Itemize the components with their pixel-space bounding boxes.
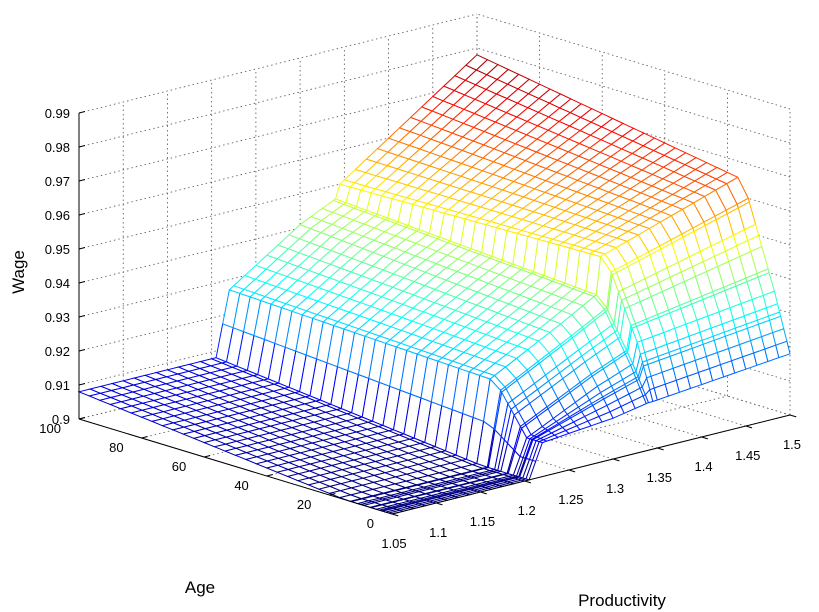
z-tick-mark [78,111,86,114]
side-wall-grid-line [476,319,791,416]
y-tick-mark [266,474,273,477]
x-tick-label: 1.3 [606,481,624,496]
x-tick-mark [436,502,443,506]
y-tick-label: 100 [39,421,61,436]
back-wall-grid-line [78,217,478,318]
z-tick-label: 0.99 [45,106,70,121]
x-tick-label: 1.15 [470,514,495,529]
x-tick-mark [391,513,399,517]
x-tick-mark [480,491,487,495]
z-tick-label: 0.97 [45,174,70,189]
x-tick-label: 1.4 [695,459,713,474]
back-wall-grid-line [78,47,478,148]
x-tick-mark [789,414,797,418]
x-tick-label: 1.1 [429,525,447,540]
back-wall-grid-line [78,115,478,216]
x-tick-label: 1.5 [783,437,801,452]
surface-cell [775,340,791,359]
back-wall-grid-line [78,183,478,284]
y-tick-label: 80 [109,440,123,455]
y-tick-mark [204,455,211,458]
side-wall-grid-line [476,81,791,178]
back-wall-grid-line [78,149,478,250]
y-tick-mark [391,512,399,515]
surface-mesh [77,54,791,515]
x-tick-label: 1.35 [647,470,672,485]
x-tick-label: 1.05 [381,536,406,551]
z-axis-label: Wage [9,250,28,294]
x-tick-mark [701,436,708,440]
tick-labels: 1.05 1.1 1.15 1.2 1.25 1.3 1.35 1.4 1.45 1.5 0 20 40… [39,106,801,551]
z-tick-mark [78,213,86,216]
x-tick-mark [745,425,753,429]
z-tick-label: 0.93 [45,310,70,325]
y-tick-label: 40 [234,478,248,493]
y-axis-line [78,418,393,515]
z-tick-mark [78,145,86,148]
z-tick-label: 0.98 [45,140,70,155]
z-tick-mark [78,417,86,420]
z-tick-label: 0.95 [45,242,70,257]
x-tick-mark [568,469,576,473]
x-tick-label: 1.25 [558,492,583,507]
z-tick-label: 0.94 [45,276,70,291]
x-tick-label: 1.2 [518,503,536,518]
z-tick-mark [78,383,86,386]
x-tick-mark [657,447,664,451]
z-tick-mark [78,247,86,250]
floor-grid-line [432,330,746,427]
side-wall-grid-line [476,13,791,110]
y-tick-label: 0 [367,516,374,531]
y-tick-mark [141,436,148,439]
back-wall-grid-line [78,251,478,352]
y-axis-label: Age [185,578,215,597]
y-tick-mark [329,493,336,496]
back-wall-grid-line [78,13,478,114]
back-wall-grid-line [78,285,478,386]
x-tick-label: 1.45 [735,448,760,463]
z-tick-label: 0.96 [45,208,70,223]
y-tick-label: 60 [172,459,186,474]
floor-grid-line [344,352,658,449]
side-wall-grid-line [476,47,791,144]
floor-grid-line [388,341,702,438]
z-tick-mark [78,315,86,318]
x-axis-label: Productivity [578,591,666,610]
axes-box [78,113,791,515]
x-axis-line [391,414,791,515]
y-tick-label: 20 [297,497,311,512]
floor-grid-line [299,363,614,460]
x-tick-mark [612,458,620,462]
z-tick-label: 0.9 [52,412,70,427]
z-tick-mark [78,179,86,182]
z-tick-label: 0.92 [45,344,70,359]
z-tick-label: 0.91 [45,378,70,393]
x-tick-mark [524,480,532,484]
z-tick-mark [78,349,86,352]
back-wall-grid-line [78,81,478,182]
z-tick-mark [78,281,86,284]
